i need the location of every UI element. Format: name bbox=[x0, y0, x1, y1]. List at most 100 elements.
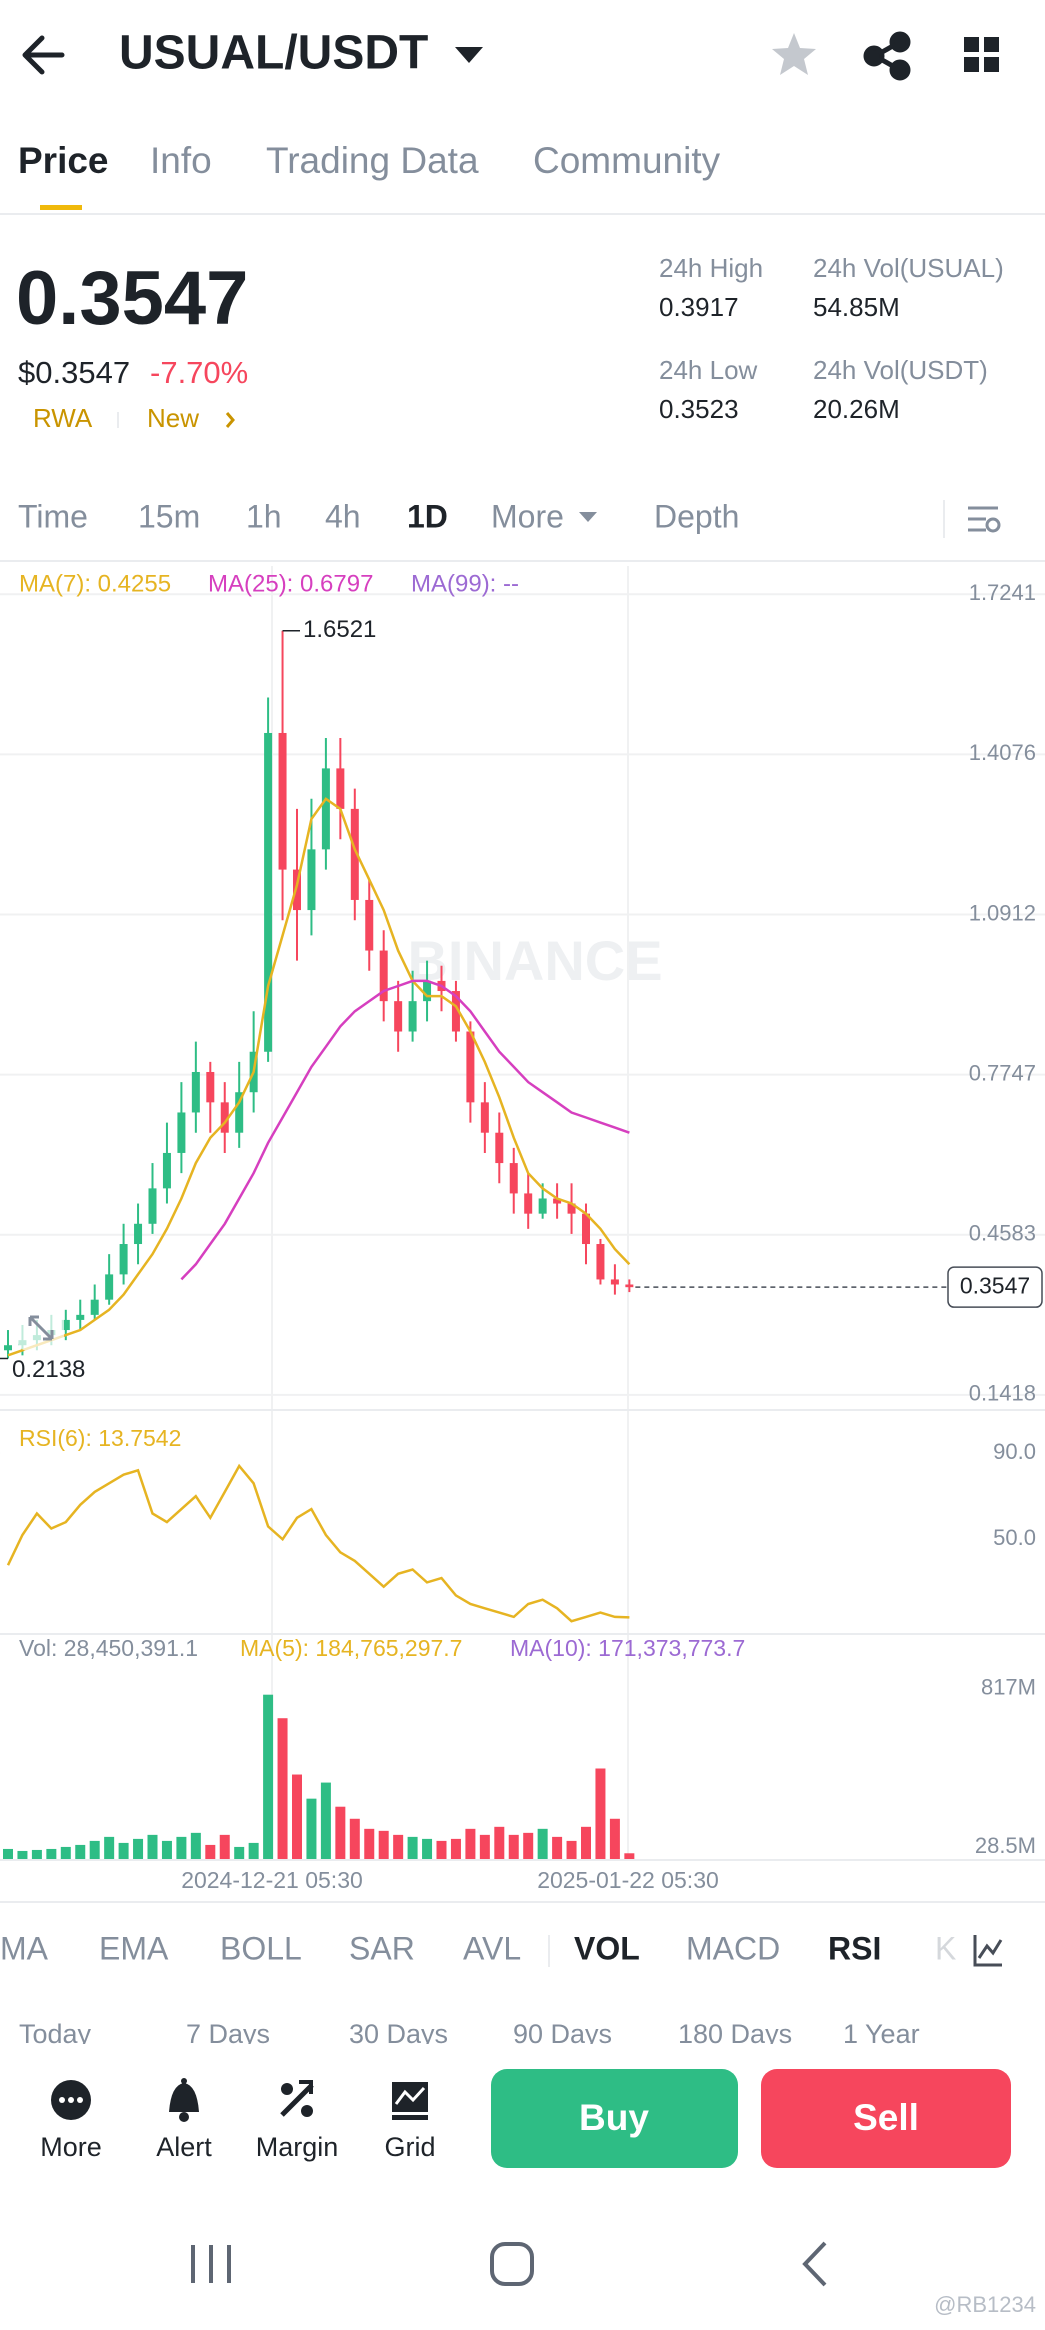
action-icon[interactable] bbox=[169, 2078, 199, 2122]
tab[interactable]: Price bbox=[18, 140, 109, 181]
stat-value: 0.3917 bbox=[659, 292, 739, 322]
tab[interactable]: Trading Data bbox=[266, 140, 479, 181]
candle-body bbox=[451, 991, 460, 1032]
pair-title[interactable]: USUAL/USDT bbox=[119, 27, 428, 80]
volume-bar bbox=[378, 1830, 389, 1859]
candle-body bbox=[307, 849, 316, 911]
action-label[interactable]: More bbox=[40, 2132, 102, 2162]
legend-item: MA(25): 0.6797 bbox=[208, 570, 373, 597]
expand-icon bbox=[28, 1315, 54, 1341]
action-label[interactable]: Alert bbox=[156, 2132, 212, 2162]
tab[interactable]: Info bbox=[150, 140, 212, 181]
high-label: 1.6521 bbox=[303, 616, 376, 643]
stat-label: 24h High bbox=[659, 253, 763, 283]
action-icon[interactable] bbox=[280, 2080, 314, 2117]
volume-bar bbox=[537, 1828, 548, 1859]
volume-bar bbox=[422, 1838, 433, 1859]
indicator-tab[interactable]: K bbox=[935, 1930, 956, 1966]
volume-bar bbox=[624, 1853, 635, 1859]
candle-body bbox=[423, 980, 432, 1002]
volume-bar bbox=[494, 1826, 505, 1859]
tab[interactable]: Community bbox=[533, 140, 721, 181]
candle-body bbox=[625, 1284, 634, 1288]
indicator-tab[interactable]: EMA bbox=[99, 1930, 169, 1966]
volume-tick-label: 817M bbox=[981, 1675, 1036, 1700]
ma-line bbox=[7, 797, 631, 1357]
volume-bar bbox=[190, 1832, 201, 1859]
candle-body bbox=[466, 1031, 475, 1103]
candle-body bbox=[134, 1223, 143, 1245]
sell-button[interactable] bbox=[761, 2069, 1011, 2168]
candle-body bbox=[264, 732, 273, 1052]
interval[interactable]: 1h bbox=[246, 498, 282, 534]
action-label[interactable]: Margin bbox=[256, 2132, 339, 2162]
indicator-tab[interactable]: MA bbox=[0, 1930, 49, 1966]
candle-body bbox=[596, 1244, 605, 1280]
x-tick-label: 2025-01-22 05:30 bbox=[537, 1867, 719, 1893]
tag[interactable]: RWA bbox=[33, 403, 93, 433]
volume-bar bbox=[349, 1818, 360, 1859]
volume-bar bbox=[393, 1834, 404, 1859]
tag[interactable]: New bbox=[147, 403, 199, 433]
volume-bar bbox=[75, 1844, 86, 1859]
stat-value: 20.26M bbox=[813, 394, 900, 424]
indicator-tab[interactable]: MACD bbox=[686, 1930, 780, 1966]
stat-value: 54.85M bbox=[813, 292, 900, 322]
volume-bar bbox=[176, 1836, 187, 1859]
indicator-tab[interactable]: BOLL bbox=[220, 1930, 302, 1966]
volume-bar bbox=[60, 1846, 71, 1859]
buy-label[interactable]: Buy bbox=[579, 2097, 649, 2138]
interval[interactable]: 1D bbox=[407, 498, 448, 534]
volume-bar bbox=[17, 1850, 28, 1859]
pair-dropdown[interactable] bbox=[455, 47, 483, 63]
stat-label: 24h Vol(USDT) bbox=[813, 355, 988, 385]
volume-bar bbox=[566, 1840, 577, 1859]
candle-body bbox=[379, 950, 388, 1002]
candle-body bbox=[365, 899, 374, 951]
interval[interactable]: More bbox=[491, 498, 564, 534]
rsi-tick-label: 50.0 bbox=[993, 1525, 1036, 1550]
grid-menu-icon[interactable] bbox=[964, 37, 999, 72]
y-tick-label: 0.4583 bbox=[969, 1221, 1036, 1246]
candle-body bbox=[220, 1102, 229, 1133]
interval[interactable]: 4h bbox=[325, 498, 361, 534]
buy-button[interactable] bbox=[491, 2069, 738, 2168]
y-tick-label: 1.7241 bbox=[969, 580, 1036, 605]
volume-bar bbox=[234, 1846, 245, 1859]
candle-body bbox=[553, 1198, 562, 1204]
action-label[interactable]: Grid bbox=[384, 2132, 435, 2162]
volume-bar bbox=[89, 1840, 100, 1859]
indicator-tab[interactable]: RSI bbox=[828, 1930, 881, 1966]
candle-body bbox=[582, 1213, 590, 1245]
last-price-label: 0.3547 bbox=[960, 1272, 1030, 1298]
volume-bar bbox=[3, 1848, 13, 1859]
share-icon[interactable] bbox=[863, 31, 911, 81]
candle-body bbox=[76, 1314, 85, 1320]
action-icon[interactable] bbox=[392, 2082, 428, 2120]
sell-label[interactable]: Sell bbox=[853, 2097, 919, 2138]
indicator-tab[interactable]: SAR bbox=[349, 1930, 415, 1966]
indicator-settings-icon[interactable] bbox=[973, 1935, 1003, 1967]
volume-bar bbox=[320, 1782, 331, 1859]
interval[interactable]: Time bbox=[18, 498, 88, 534]
more-dropdown[interactable] bbox=[579, 512, 597, 522]
volume-bar bbox=[306, 1798, 317, 1859]
candle-body bbox=[524, 1193, 533, 1214]
favorite-icon[interactable] bbox=[772, 33, 816, 75]
chart-watermark: BINANCE bbox=[407, 929, 662, 992]
candle-body bbox=[119, 1244, 128, 1275]
interval[interactable]: Depth bbox=[654, 498, 739, 534]
indicator-tab[interactable]: AVL bbox=[463, 1930, 521, 1966]
volume-label: MA(5): 184,765,297.7 bbox=[240, 1635, 462, 1661]
x-tick-label: 2024-12-21 05:30 bbox=[181, 1867, 363, 1893]
candle-body bbox=[408, 1001, 417, 1032]
last-price-box bbox=[947, 1266, 1043, 1308]
indicator-tab[interactable]: VOL bbox=[574, 1930, 640, 1966]
volume-bar bbox=[219, 1834, 230, 1859]
chart-settings-icon[interactable] bbox=[968, 506, 1001, 533]
back-button[interactable] bbox=[22, 35, 65, 75]
action-icon[interactable] bbox=[51, 2080, 91, 2120]
candle-body bbox=[350, 808, 359, 900]
volume-bar bbox=[248, 1842, 259, 1859]
interval[interactable]: 15m bbox=[138, 498, 200, 534]
